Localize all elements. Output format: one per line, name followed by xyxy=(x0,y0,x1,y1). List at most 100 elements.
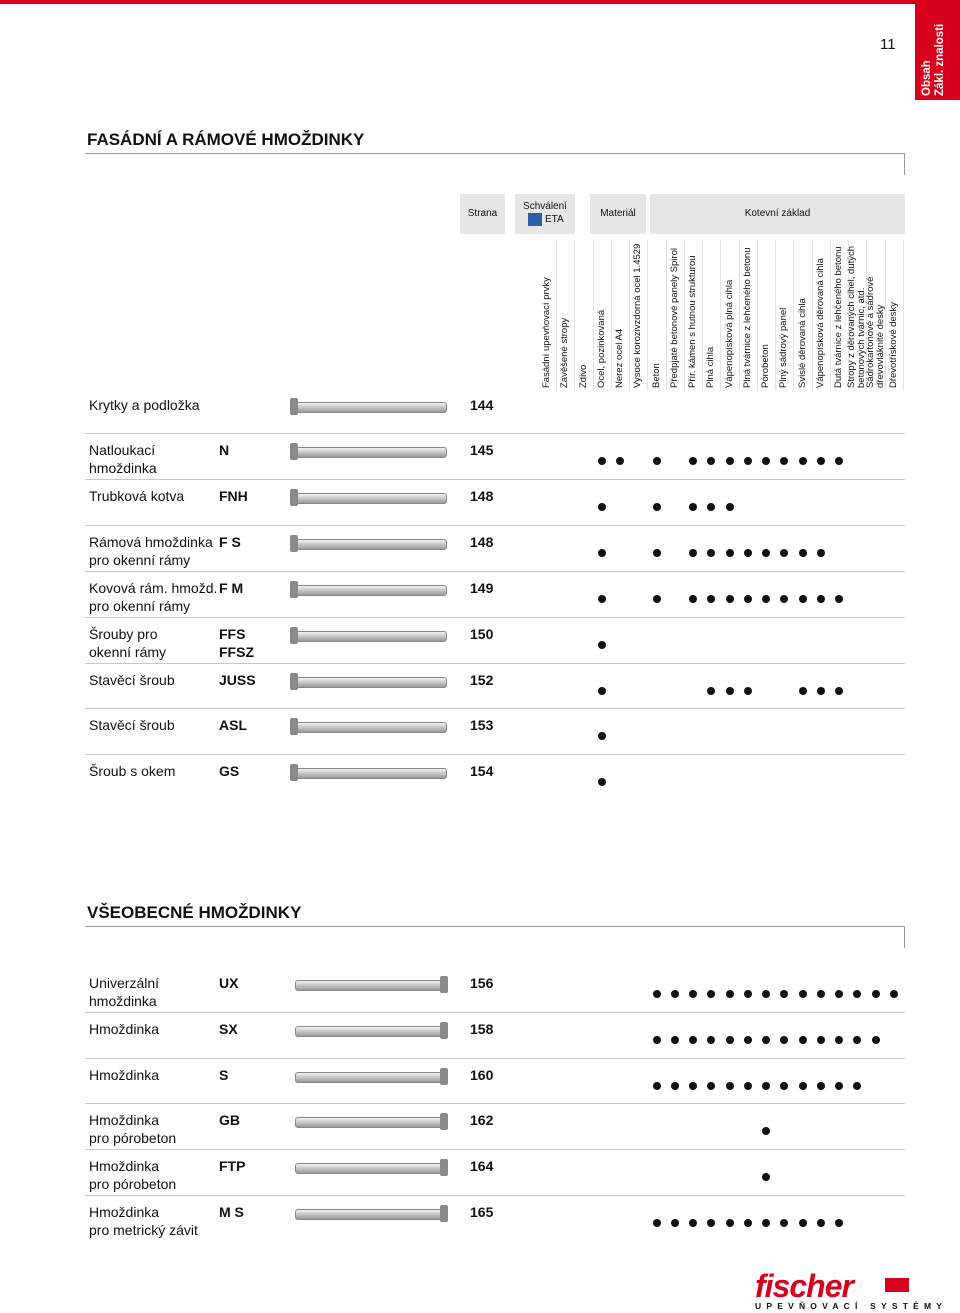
product-head xyxy=(290,581,298,598)
column-divider xyxy=(829,240,831,390)
dot xyxy=(689,457,697,465)
product-head xyxy=(440,1159,448,1176)
dot xyxy=(707,595,716,603)
dot xyxy=(889,990,898,998)
column-label-line: Nerez ocel A4 xyxy=(614,328,625,388)
section-rule-tick xyxy=(904,153,905,175)
row-code: GB xyxy=(219,1112,240,1128)
header-label: Schválení xyxy=(523,201,567,212)
row-page: 158 xyxy=(470,1021,494,1037)
dot xyxy=(743,1082,752,1090)
product-image xyxy=(295,1117,447,1128)
row-page: 148 xyxy=(470,534,494,550)
dot xyxy=(597,778,606,786)
column-divider xyxy=(702,240,703,390)
column-divider xyxy=(756,240,758,390)
top-bar xyxy=(0,0,960,4)
product-image xyxy=(295,539,447,550)
column-label-line: Zdivo xyxy=(577,364,589,388)
tab-label: Zákl. znalosti xyxy=(934,23,946,96)
column-label-line: Vysoce korozivzdorná ocel 1.4529 xyxy=(632,243,644,388)
dot xyxy=(798,457,807,465)
section-rule xyxy=(85,926,905,927)
dot xyxy=(835,990,843,998)
row-code: S xyxy=(219,1067,229,1083)
row-name: Hmoždinka xyxy=(89,1204,160,1220)
column-label-line: Sádrokartonové a sádrové xyxy=(864,276,876,388)
column-label-line: Plná cihla xyxy=(705,346,717,388)
column-label-line: Plná tvárnice z lehčeného betonu xyxy=(741,247,753,389)
dot xyxy=(652,595,661,603)
dot xyxy=(597,457,606,465)
row-name: Univerzální xyxy=(89,975,160,991)
dot xyxy=(597,641,606,649)
column-divider xyxy=(629,240,630,390)
row-code: ASL xyxy=(219,717,247,733)
eta-icon xyxy=(528,213,542,226)
dot xyxy=(652,1219,661,1227)
product-image xyxy=(295,980,447,991)
row-separator xyxy=(85,1149,905,1150)
tab-label: Obsah xyxy=(921,60,933,96)
row-name: Kovová rám. hmožd. xyxy=(89,580,218,596)
row-page: 150 xyxy=(470,626,494,642)
row-name: Stavěcí šroub xyxy=(89,717,175,733)
product-image xyxy=(295,1072,447,1083)
dot xyxy=(835,595,843,603)
dot xyxy=(597,687,606,695)
row-code: GS xyxy=(219,763,240,779)
side-tab: Obsah Zákl. znalosti xyxy=(915,0,960,100)
dot xyxy=(743,990,752,998)
dot xyxy=(743,1219,752,1227)
dot xyxy=(689,503,697,511)
row-separator xyxy=(85,754,905,755)
product-head xyxy=(440,1113,448,1130)
dot xyxy=(725,549,734,557)
row-code: FFSZ xyxy=(219,644,254,660)
row-name: pro pórobeton xyxy=(89,1176,177,1192)
row-page: 164 xyxy=(470,1158,494,1174)
dot xyxy=(652,549,661,557)
row-separator xyxy=(85,433,905,434)
row-code: JUSS xyxy=(219,672,256,688)
column-divider xyxy=(592,240,594,390)
column-label: Dřevotřískové desky xyxy=(888,240,899,388)
dot xyxy=(780,1082,789,1090)
dot xyxy=(707,1219,716,1227)
row-name: pro okenní rámy xyxy=(89,552,191,568)
product-image xyxy=(295,722,447,733)
column-label: Beton xyxy=(651,240,662,388)
row-separator xyxy=(85,571,905,572)
column-label: Vápenopísková plná cihla xyxy=(724,240,735,388)
header-label: Strana xyxy=(467,208,498,219)
header-label: Kotevní základ xyxy=(744,208,811,219)
product-head xyxy=(290,673,298,690)
dot xyxy=(597,503,606,511)
row-name: pro metrický závit xyxy=(89,1222,198,1238)
dot xyxy=(835,1082,843,1090)
header-label: Materiál xyxy=(600,208,636,219)
column-divider xyxy=(665,240,667,390)
dot xyxy=(743,1036,752,1044)
column-divider xyxy=(775,240,776,390)
product-head xyxy=(440,976,448,993)
row-name: pro okenní rámy xyxy=(89,598,191,614)
dot xyxy=(725,1219,734,1227)
dot xyxy=(762,1219,770,1227)
row-code: M S xyxy=(219,1204,244,1220)
dot xyxy=(743,549,752,557)
dot xyxy=(652,1036,661,1044)
dot xyxy=(689,1036,697,1044)
dot xyxy=(707,1082,716,1090)
column-label-line: Pórobeton xyxy=(760,344,771,388)
product-image xyxy=(295,768,447,779)
column-divider xyxy=(610,240,612,390)
row-name: Hmoždinka xyxy=(89,1067,160,1083)
dot xyxy=(689,1082,697,1090)
dot xyxy=(725,1082,734,1090)
row-page: 149 xyxy=(470,580,494,596)
product-head xyxy=(290,398,298,415)
column-label: Fasádní upevňovací prvky xyxy=(541,240,552,388)
column-label: Vysoce korozivzdorná ocel 1.4529 xyxy=(632,240,644,388)
row-name: Stavěcí šroub xyxy=(89,672,175,688)
